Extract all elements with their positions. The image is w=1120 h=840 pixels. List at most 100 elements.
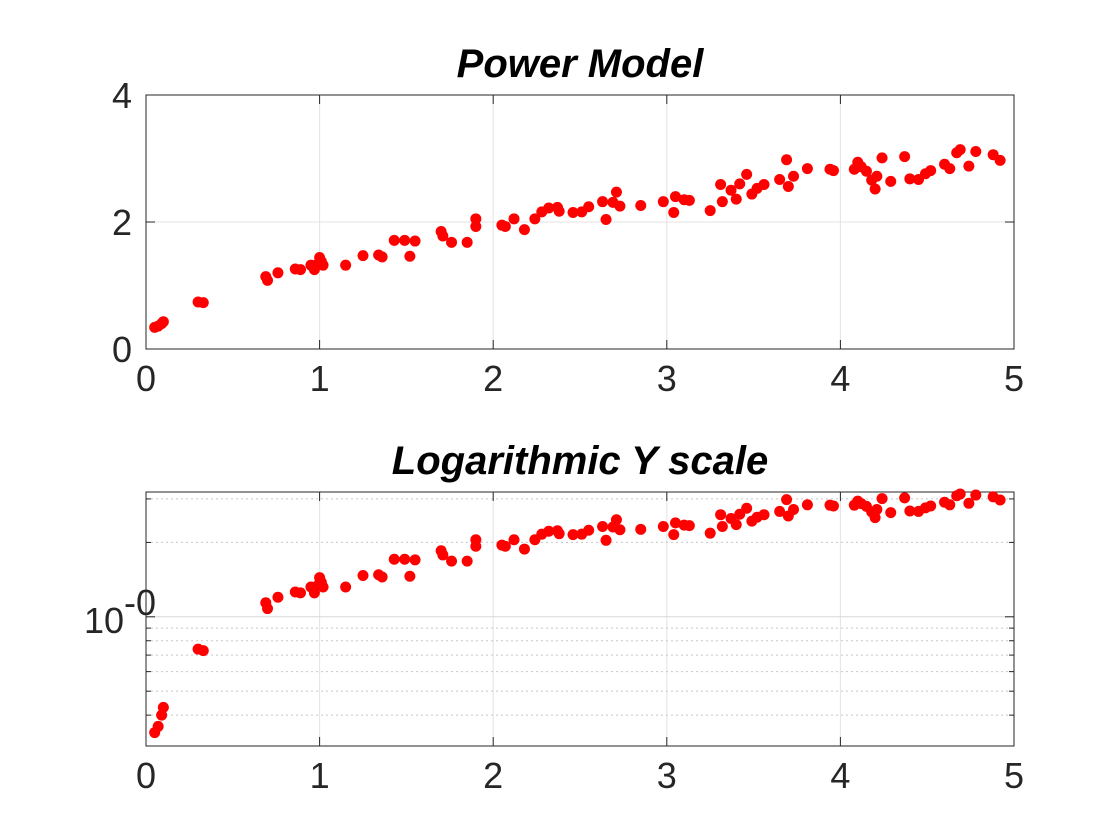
data-point bbox=[597, 196, 609, 208]
chart-title: Logarithmic Y scale bbox=[392, 439, 768, 483]
data-point bbox=[376, 251, 388, 263]
data-point bbox=[715, 179, 727, 191]
data-point bbox=[801, 163, 813, 175]
data-point bbox=[197, 297, 209, 309]
y-tick-labels: 0 2 4 bbox=[112, 75, 132, 370]
x-tick-labels: 0 1 2 3 4 5 bbox=[136, 358, 1024, 399]
x-tick-label: 5 bbox=[1004, 358, 1024, 399]
data-point bbox=[404, 570, 416, 582]
data-point bbox=[904, 173, 916, 185]
data-point bbox=[925, 500, 937, 512]
data-point bbox=[470, 220, 482, 232]
data-point bbox=[437, 230, 449, 242]
data-point bbox=[610, 186, 622, 198]
data-point bbox=[317, 259, 329, 271]
data-point bbox=[197, 645, 209, 657]
data-point bbox=[730, 519, 742, 531]
data-point bbox=[446, 236, 458, 248]
y-tick-labels: 10 -0 bbox=[84, 582, 156, 641]
data-point bbox=[583, 524, 595, 536]
data-point bbox=[518, 224, 530, 236]
data-point bbox=[600, 534, 612, 546]
data-point bbox=[876, 493, 888, 505]
x-tick-label: 1 bbox=[310, 358, 330, 399]
data-point bbox=[788, 503, 800, 515]
data-point bbox=[295, 264, 307, 276]
data-point bbox=[827, 165, 839, 177]
data-point bbox=[543, 202, 555, 214]
data-point bbox=[409, 554, 421, 566]
data-point bbox=[774, 505, 786, 517]
data-point bbox=[704, 205, 716, 217]
data-point bbox=[758, 509, 770, 521]
data-point bbox=[669, 517, 681, 529]
data-point bbox=[741, 502, 753, 514]
data-point bbox=[725, 184, 737, 196]
data-point bbox=[683, 520, 695, 532]
data-point bbox=[499, 220, 511, 232]
x-tick-label: 4 bbox=[830, 755, 850, 796]
data-point bbox=[272, 267, 284, 279]
data-point bbox=[610, 514, 622, 526]
data-point bbox=[869, 183, 881, 195]
data-point bbox=[635, 523, 647, 535]
data-point bbox=[871, 503, 883, 515]
data-point bbox=[871, 170, 883, 182]
data-point bbox=[944, 163, 956, 175]
data-point bbox=[668, 529, 680, 541]
data-point bbox=[340, 259, 352, 271]
data-point bbox=[399, 553, 411, 565]
x-tick-label: 0 bbox=[136, 358, 156, 399]
data-point bbox=[885, 507, 897, 519]
chart-title: Power Model bbox=[457, 42, 705, 86]
data-point bbox=[860, 165, 872, 177]
power-model-axes: 0 1 2 3 4 5 0 2 4 Power Model bbox=[112, 42, 1024, 399]
data-point bbox=[904, 505, 916, 517]
data-point bbox=[827, 500, 839, 512]
y-tick-label: 4 bbox=[112, 75, 132, 116]
data-point bbox=[635, 199, 647, 211]
data-point bbox=[781, 154, 793, 166]
data-point bbox=[508, 213, 520, 225]
data-point bbox=[899, 151, 911, 163]
data-point bbox=[704, 527, 716, 539]
data-point bbox=[954, 488, 966, 500]
data-point bbox=[970, 146, 982, 158]
data-point bbox=[994, 494, 1006, 506]
data-point bbox=[963, 497, 975, 509]
data-point bbox=[954, 144, 966, 156]
x-tick-label: 2 bbox=[483, 755, 503, 796]
grid bbox=[146, 492, 1014, 746]
data-point bbox=[388, 234, 400, 246]
x-tick-label: 2 bbox=[483, 358, 503, 399]
data-point bbox=[668, 206, 680, 218]
data-point bbox=[461, 236, 473, 248]
data-point bbox=[399, 234, 411, 246]
y-tick-label: 0 bbox=[112, 329, 132, 370]
x-tick-label: 0 bbox=[136, 755, 156, 796]
data-point bbox=[970, 489, 982, 501]
data-point bbox=[409, 235, 421, 247]
data-point bbox=[741, 168, 753, 180]
data-point bbox=[437, 549, 449, 561]
data-point bbox=[885, 175, 897, 187]
data-point bbox=[614, 524, 626, 536]
data-point bbox=[597, 521, 609, 533]
data-point bbox=[583, 201, 595, 213]
data-point bbox=[508, 534, 520, 546]
data-point bbox=[272, 591, 284, 603]
data-point bbox=[262, 603, 274, 615]
data-point bbox=[899, 492, 911, 504]
data-point bbox=[657, 196, 669, 208]
x-tick-label: 5 bbox=[1004, 755, 1024, 796]
grid bbox=[146, 95, 1014, 349]
data-point bbox=[716, 196, 728, 208]
axes-box bbox=[145, 94, 1015, 350]
data-point bbox=[669, 191, 681, 203]
data-point bbox=[553, 205, 565, 217]
data-point bbox=[446, 555, 458, 567]
data-point bbox=[614, 200, 626, 212]
data-point bbox=[157, 316, 169, 328]
data-point bbox=[716, 521, 728, 533]
